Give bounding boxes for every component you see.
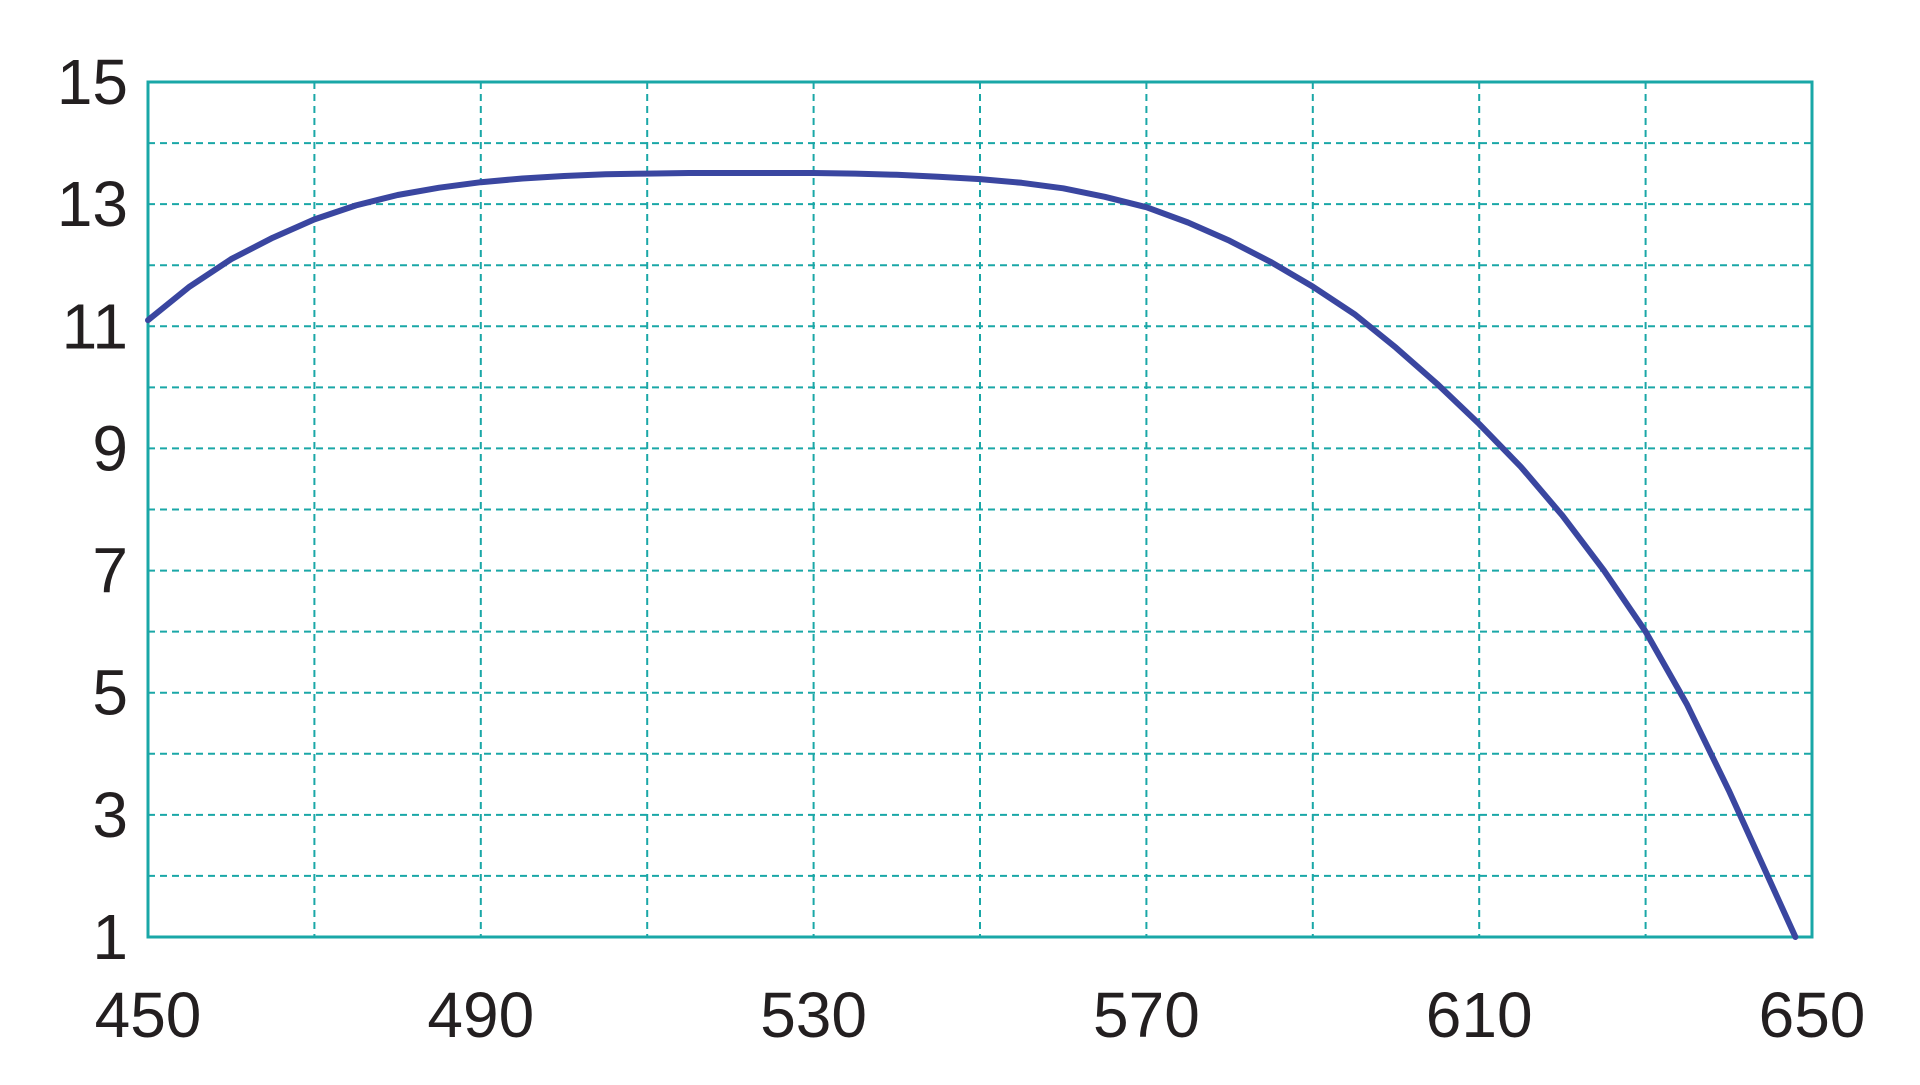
y-tick-label: 5: [92, 657, 128, 729]
y-tick-label: 3: [92, 779, 128, 851]
x-tick-label: 490: [427, 979, 534, 1051]
y-tick-label: 1: [92, 901, 128, 973]
x-tick-label: 570: [1093, 979, 1200, 1051]
plot-frame: [146, 80, 1814, 939]
x-tick-label: 450: [95, 979, 202, 1051]
x-tick-label: 530: [760, 979, 867, 1051]
x-tick-label: 650: [1759, 979, 1866, 1051]
y-tick-label: 15: [57, 46, 128, 118]
y-tick-label: 7: [92, 535, 128, 607]
series-layer: [145, 170, 1799, 940]
y-tick-label: 9: [92, 412, 128, 484]
x-axis-tick-labels: 450 490 530 570 610 650: [95, 979, 1866, 1051]
series-line-0: [145, 170, 1799, 940]
grid: [148, 82, 1812, 937]
y-tick-label: 13: [57, 168, 128, 240]
x-tick-label: 610: [1426, 979, 1533, 1051]
y-tick-label: 11: [62, 290, 128, 362]
plot-border: [146, 80, 1814, 939]
